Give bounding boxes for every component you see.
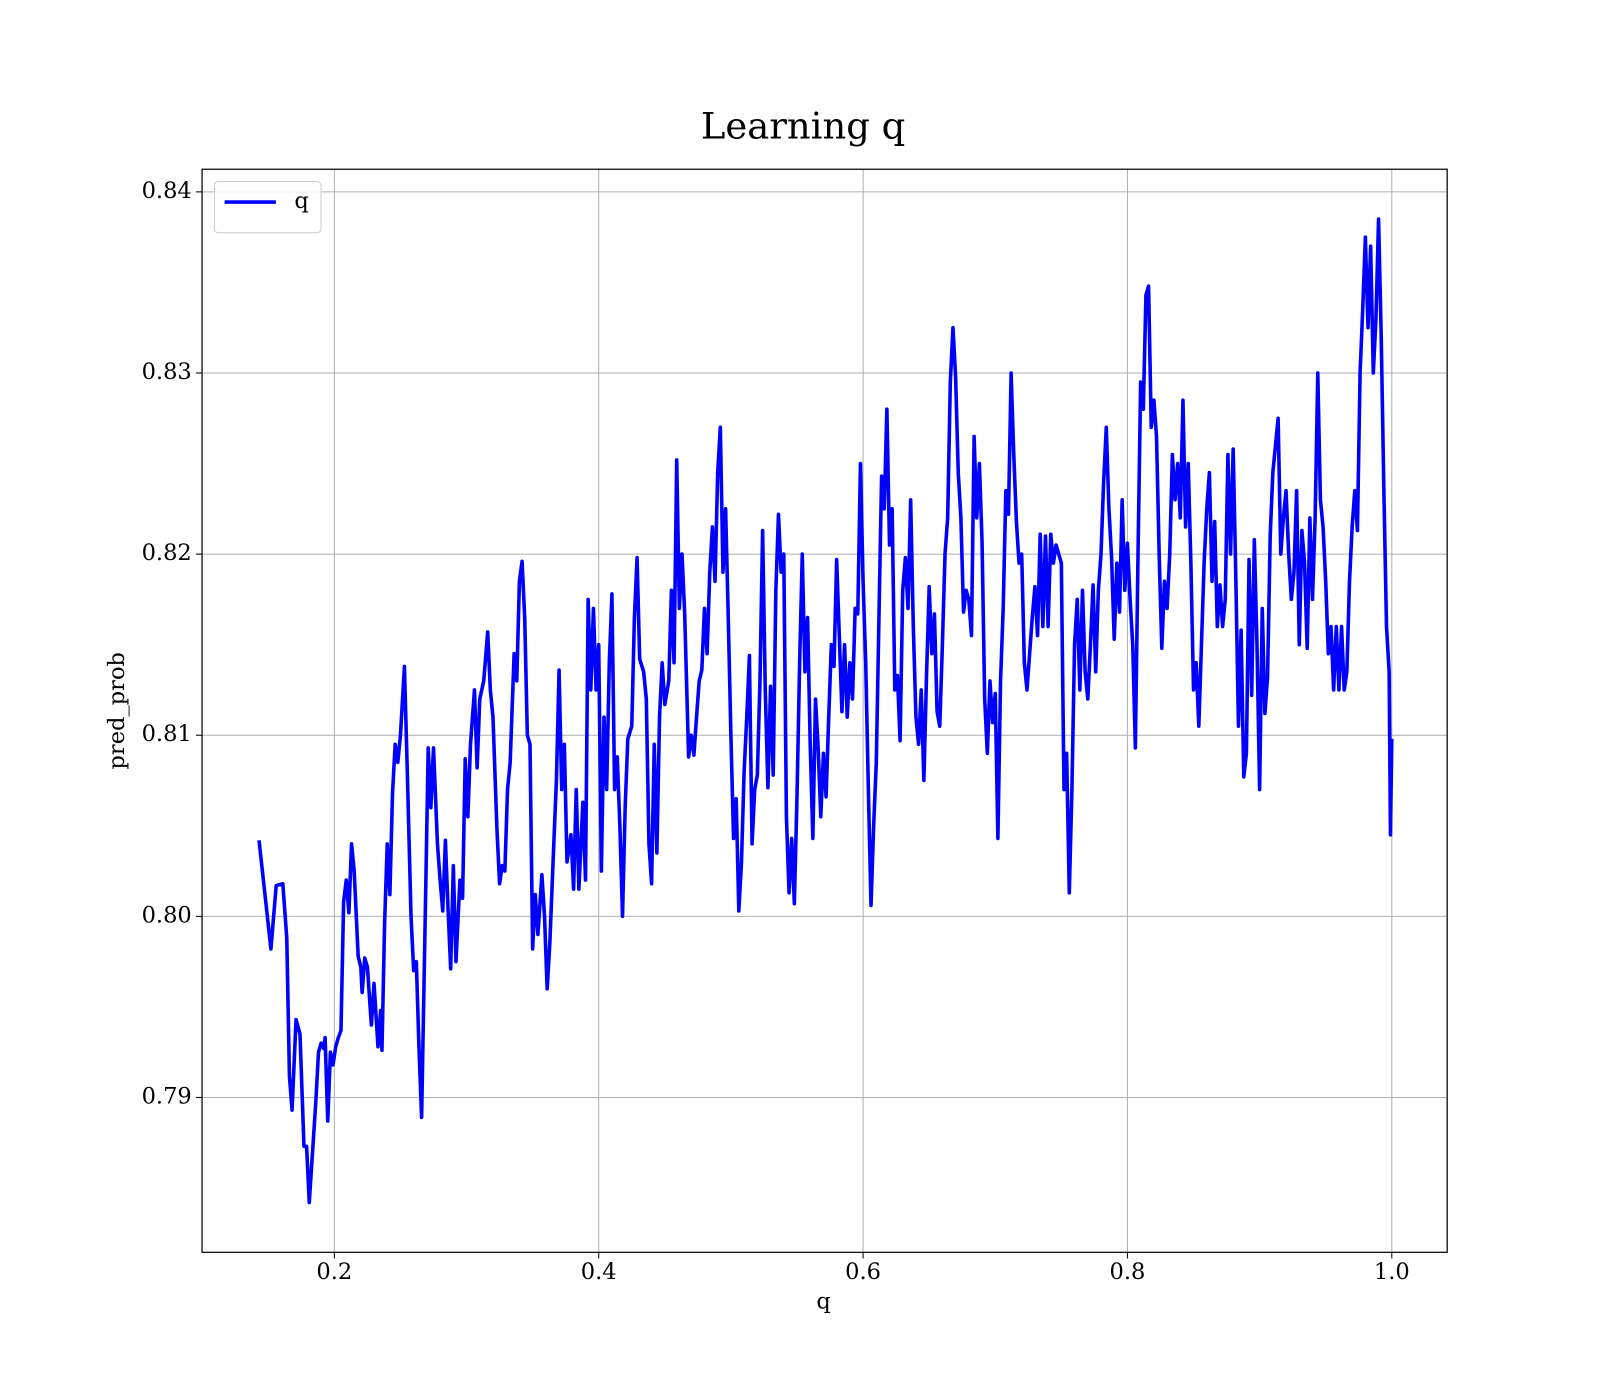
legend-label: q	[294, 188, 308, 214]
x-tick-label: 0.8	[1110, 1259, 1146, 1285]
legend-box	[213, 181, 322, 234]
grid: 0.2 0.4 0.6 0.8 1.0 0.79 0.80 0.81 0.82 0.83 0.84	[142, 169, 1448, 1285]
data-line	[257, 217, 1394, 1205]
legend: q	[213, 181, 322, 234]
y-axis-label: pred_prob	[104, 652, 130, 769]
y-tick-label: 0.82	[142, 540, 192, 566]
x-tick-label: 0.6	[845, 1259, 881, 1285]
y-tick-label: 0.80	[142, 902, 192, 928]
x-tick-label: 0.4	[581, 1259, 617, 1285]
y-tick-label: 0.83	[142, 359, 192, 385]
x-tick-label: 1.0	[1374, 1259, 1410, 1285]
x-axis-label: q	[816, 1289, 830, 1315]
plot-area	[257, 217, 1394, 1205]
chart-title: Learning q	[701, 105, 905, 148]
axes-frame	[201, 168, 1448, 1253]
y-tick-label: 0.84	[142, 178, 192, 204]
y-tick-label: 0.81	[142, 721, 192, 747]
y-tick-label: 0.79	[142, 1083, 192, 1109]
x-tick-label: 0.2	[316, 1259, 352, 1285]
